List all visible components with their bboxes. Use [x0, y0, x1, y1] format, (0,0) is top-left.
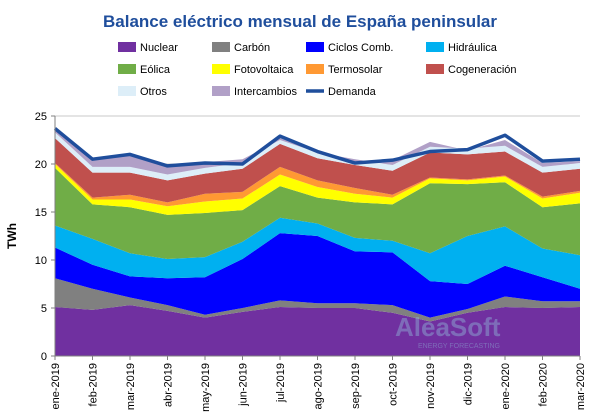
x-tick-label: nov-2019 [425, 363, 437, 409]
x-tick-label: mar-2019 [125, 363, 137, 410]
y-tick-label: 5 [41, 303, 47, 315]
legend-label: Demanda [328, 86, 377, 98]
x-tick-label: may-2019 [200, 363, 212, 412]
area-ciclos-comb [55, 233, 580, 318]
y-tick-label: 20 [35, 159, 47, 171]
x-tick-label: sep-2019 [350, 363, 362, 409]
legend-label: Hidráulica [448, 42, 498, 54]
legend-swatch [212, 86, 230, 96]
watermark-brand: AleaSoft [395, 312, 501, 342]
watermark-tagline: ENERGY FORECASTING [418, 343, 500, 350]
x-tick-label: feb-2019 [88, 363, 100, 406]
legend-label: Eólica [140, 64, 171, 76]
plot-area [53, 115, 581, 357]
area-hidraulica [55, 217, 580, 289]
legend-label: Cogeneración [448, 64, 517, 76]
y-tick-label: 15 [35, 207, 47, 219]
legend-label: Termosolar [328, 64, 383, 76]
legend-label: Intercambios [234, 86, 297, 98]
area-cogeneracion [55, 138, 580, 203]
x-tick-label: ago-2019 [313, 363, 325, 410]
legend-label: Ciclos Comb. [328, 42, 393, 54]
area-carbon [55, 278, 580, 322]
area-fotovoltaica [55, 164, 580, 215]
legend-item-carbon: Carbón [212, 42, 270, 54]
x-tick-label: ene-2020 [500, 363, 512, 410]
legend-label: Nuclear [140, 42, 178, 54]
x-tick-label: jul-2019 [275, 363, 287, 403]
y-tick-label: 0 [41, 351, 47, 363]
y-axis-title: TWh [5, 223, 19, 249]
legend-item-ciclos-comb: Ciclos Comb. [306, 42, 393, 54]
legend-label: Carbón [234, 42, 270, 54]
x-tick-label: ene-2019 [50, 363, 62, 410]
legend-swatch [212, 42, 230, 52]
x-tick-label: feb-2020 [538, 363, 550, 406]
legend-item-intercambios: Intercambios [212, 86, 297, 98]
legend-item-demanda: Demanda [306, 86, 377, 98]
x-axis: ene-2019 feb-2019 mar-2019 abr-2019 may-2019… [50, 355, 587, 412]
x-tick-label: abr-2019 [163, 363, 175, 407]
x-tick-label: dic-2019 [463, 363, 475, 405]
y-axis: 0 5 10 15 20 25 [35, 111, 56, 363]
legend-item-fotovoltaica: Fotovoltaica [212, 64, 294, 76]
area-termosolar [55, 163, 580, 207]
watermark: AleaSoft ENERGY FORECASTING [395, 312, 501, 350]
legend-swatch [118, 86, 136, 96]
legend-label: Fotovoltaica [234, 64, 294, 76]
legend-swatch [426, 42, 444, 52]
legend: Nuclear Carbón Ciclos Comb. Hidráulica Eólic… [118, 42, 517, 98]
legend-label: Otros [140, 86, 167, 98]
legend-item-hidraulica: Hidráulica [426, 42, 498, 54]
legend-swatch [306, 64, 324, 74]
x-tick-label: jun-2019 [238, 363, 250, 407]
legend-item-termosolar: Termosolar [306, 64, 383, 76]
legend-item-eolica: Eólica [118, 64, 171, 76]
area-eolica [55, 167, 580, 260]
line-demanda [53, 127, 581, 168]
x-tick-label: mar-2020 [575, 363, 587, 410]
y-tick-label: 25 [35, 111, 47, 123]
legend-item-nuclear: Nuclear [118, 42, 178, 54]
area-otros [55, 132, 580, 181]
legend-item-otros: Otros [118, 86, 167, 98]
legend-swatch [118, 42, 136, 52]
legend-swatch [426, 64, 444, 74]
y-tick-label: 10 [35, 255, 47, 267]
x-tick-label: oct-2019 [388, 363, 400, 406]
chart-title: Balance eléctrico mensual de España peni… [103, 12, 497, 31]
legend-swatch [118, 64, 136, 74]
legend-item-cogeneracion: Cogeneración [426, 64, 517, 76]
legend-swatch [212, 64, 230, 74]
legend-swatch [306, 42, 324, 52]
area-nuclear [55, 305, 580, 356]
